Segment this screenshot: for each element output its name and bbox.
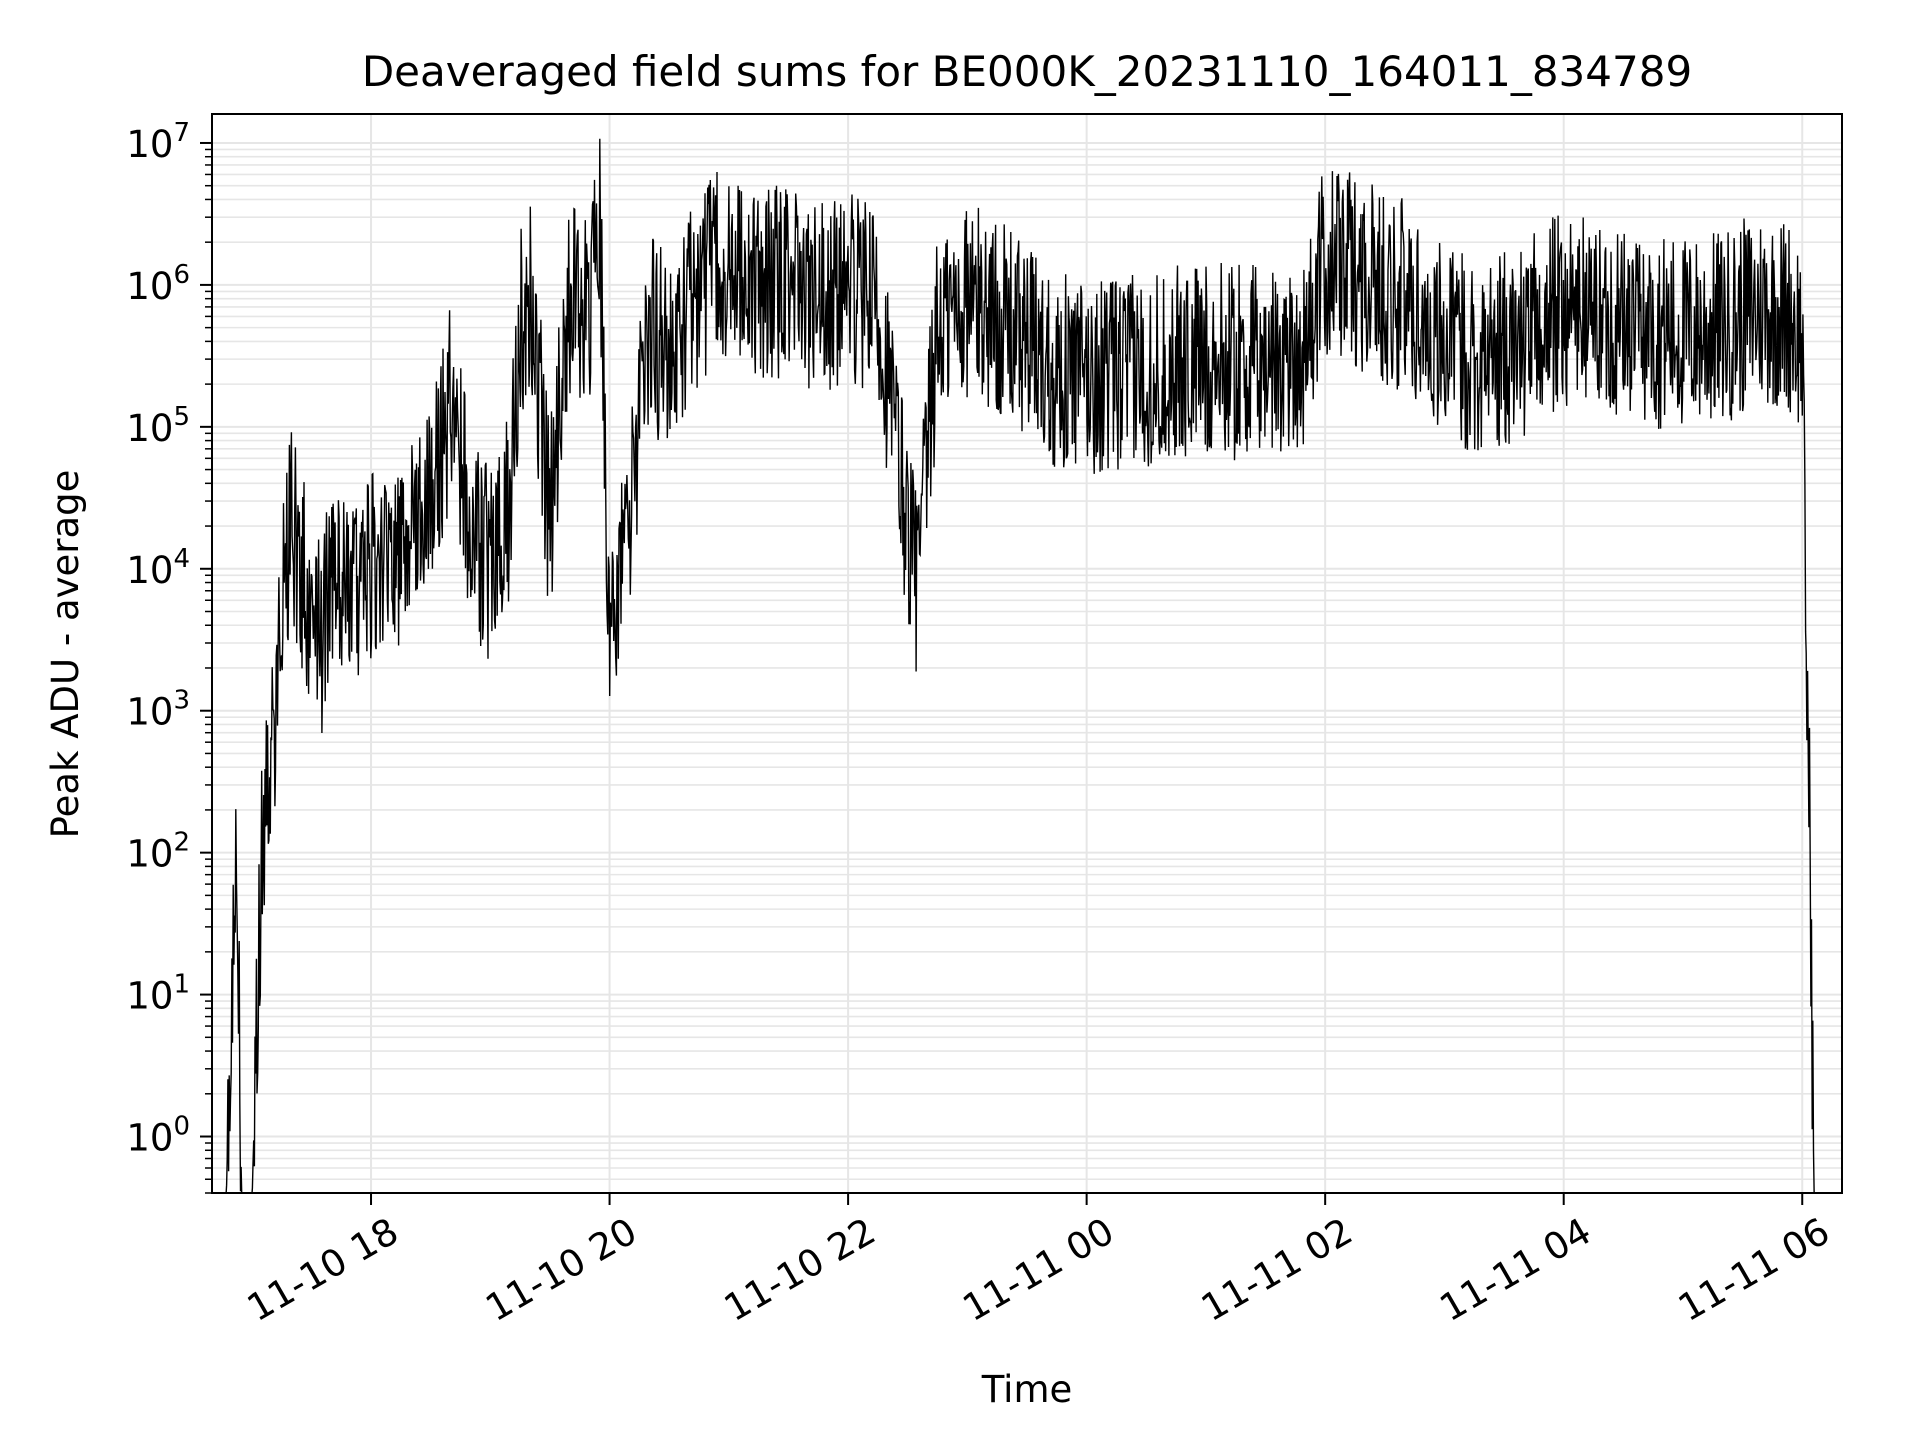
y-tick-label: 106	[126, 260, 190, 308]
grid-layer	[212, 114, 1842, 1194]
y-tick-base: 10	[126, 833, 173, 876]
y-tick-exponent: 0	[173, 1112, 190, 1142]
y-tick-label: 107	[126, 118, 190, 166]
y-tick-label: 100	[126, 1112, 190, 1160]
y-tick-exponent: 3	[173, 686, 190, 716]
y-tick-exponent: 2	[173, 828, 190, 858]
plot-frame	[211, 113, 1843, 1194]
y-tick-exponent: 6	[173, 260, 190, 290]
y-tick-base: 10	[126, 975, 173, 1018]
series-layer	[225, 138, 1815, 1193]
x-axis-label: Time	[981, 1368, 1073, 1411]
y-tick-base: 10	[126, 123, 173, 166]
y-tick-exponent: 7	[173, 118, 190, 148]
y-tick-exponent: 1	[173, 970, 190, 1000]
y-tick-label: 104	[126, 544, 190, 592]
y-tick-label: 105	[126, 402, 190, 450]
y-tick-exponent: 4	[173, 544, 190, 574]
chart-title: Deaveraged field sums for BE000K_2023111…	[362, 47, 1692, 96]
y-tick-base: 10	[126, 691, 173, 734]
y-tick-base: 10	[126, 265, 173, 308]
y-tick-base: 10	[126, 407, 173, 450]
y-tick-label: 103	[126, 686, 190, 734]
y-tick-label: 101	[126, 970, 190, 1018]
y-tick-exponent: 5	[173, 402, 190, 432]
data-series-line	[225, 138, 1815, 1193]
y-axis-label: Peak ADU - average	[44, 470, 87, 839]
y-tick-base: 10	[126, 549, 173, 592]
y-tick-label: 102	[126, 828, 190, 876]
y-tick-base: 10	[126, 1117, 173, 1160]
